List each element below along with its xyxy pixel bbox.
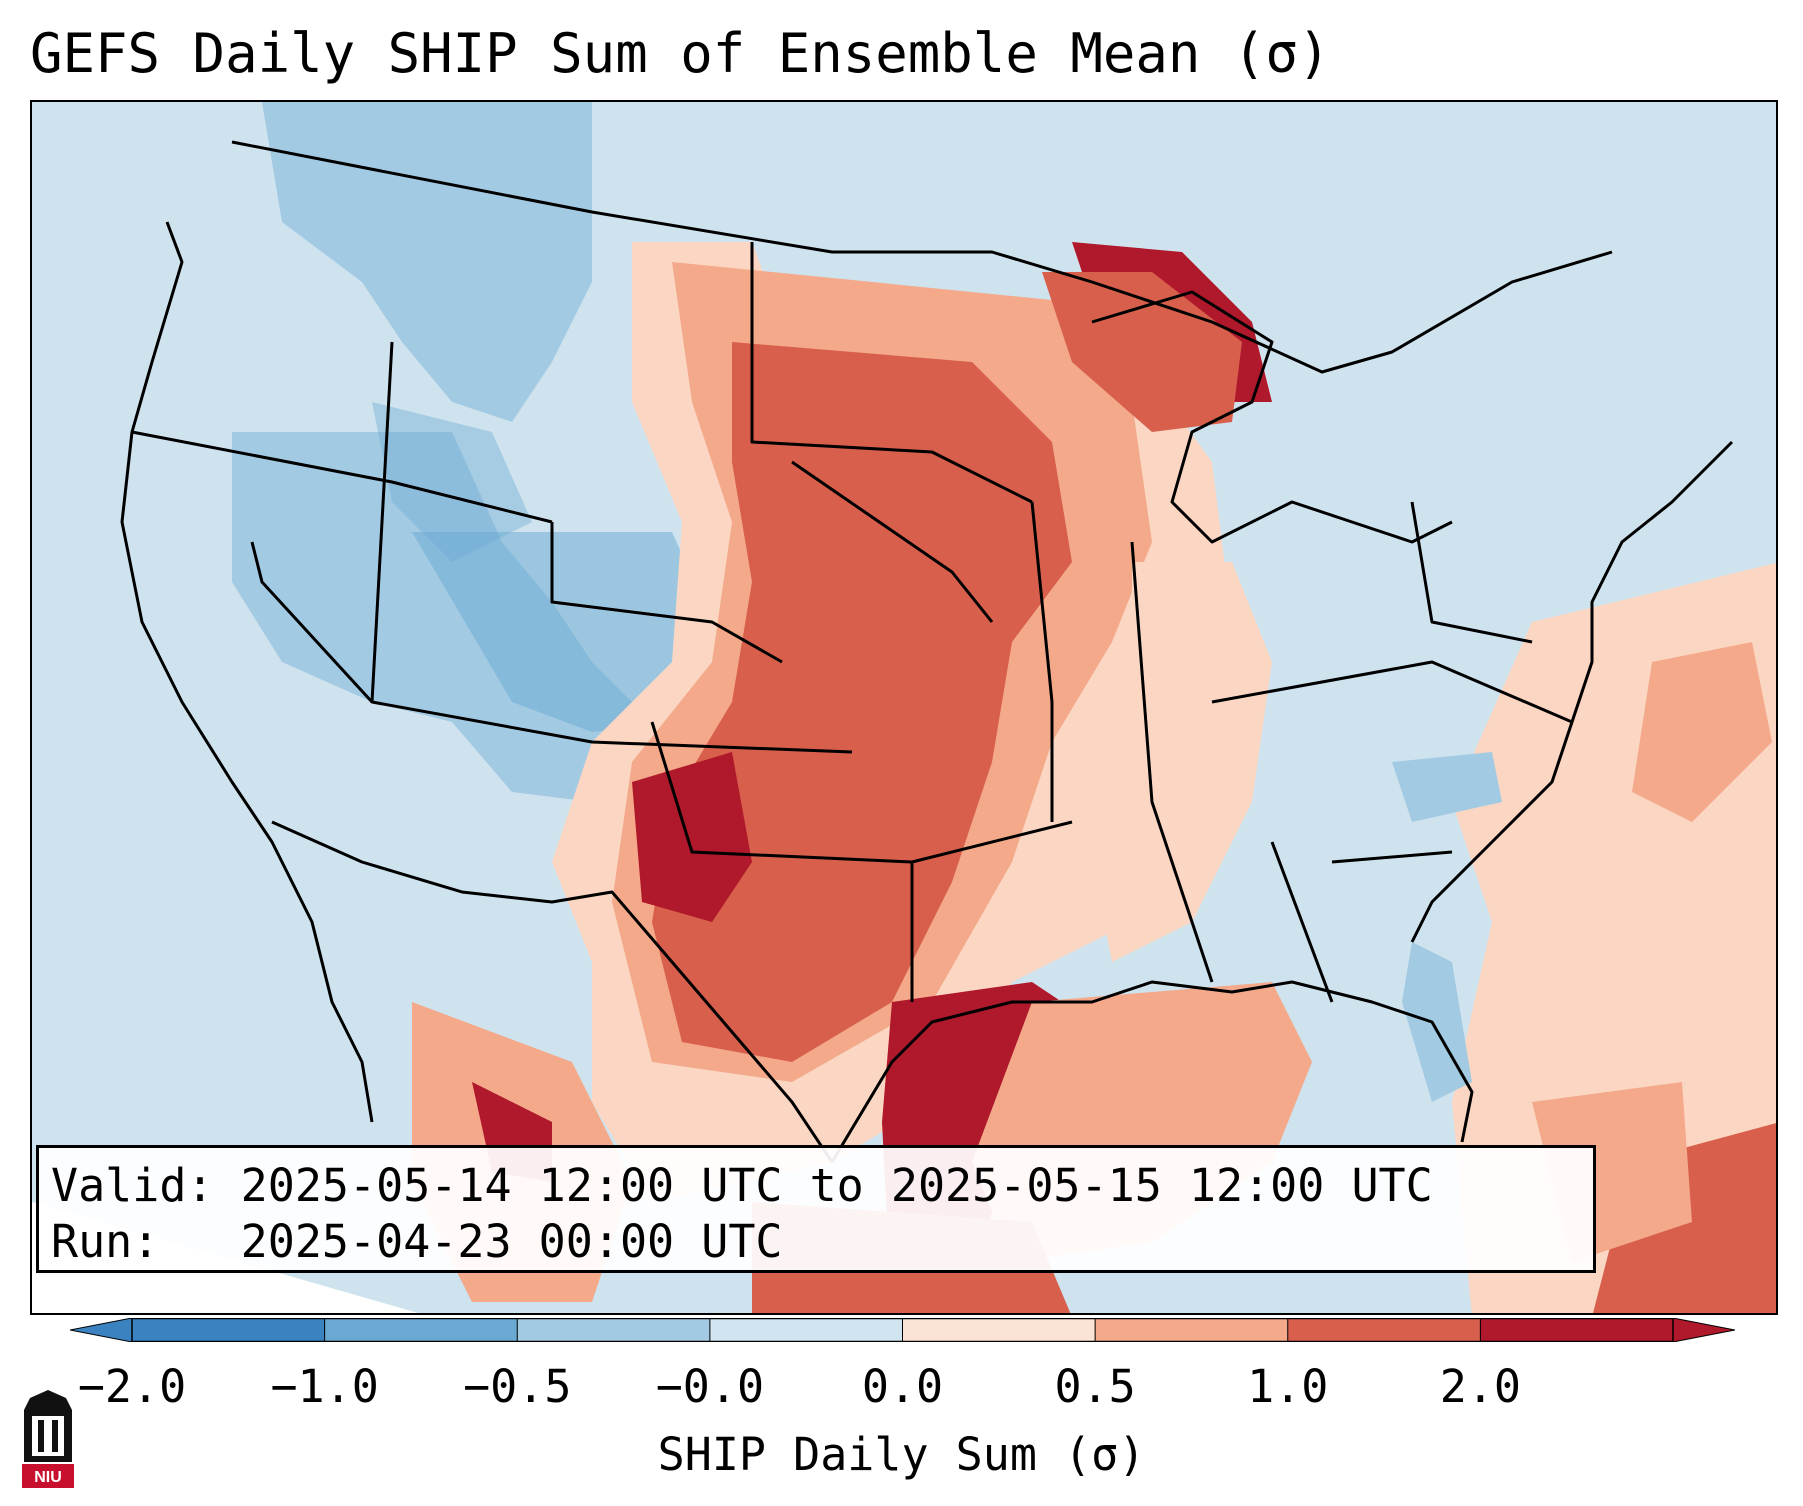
colorbar-segment: [709, 1318, 903, 1342]
valid-row: Valid: 2025-05-14 12:00 UTC to 2025-05-1…: [51, 1158, 1593, 1214]
state-line-4: [750, 242, 1033, 504]
colorbar-segment: [1480, 1318, 1674, 1342]
blue-region-utah-colorado: [412, 532, 712, 732]
red-region-plains: [652, 342, 1072, 1062]
niu-logo-icon: NIU: [22, 1390, 74, 1488]
validity-info-box: Valid: 2025-05-14 12:00 UTC to 2025-05-1…: [36, 1145, 1596, 1273]
colorbar-tick-label: −0.5: [463, 1360, 572, 1413]
colorbar-ticks: −2.0 −1.0 −0.5 −0.0 0.0 0.5 1.0 2.0: [0, 1360, 1803, 1420]
west-coast-line: [120, 221, 374, 1123]
blue-region-florida: [1402, 942, 1472, 1102]
atlantic-coast-line: [1410, 440, 1734, 943]
map-canvas: [32, 102, 1776, 1313]
colorbar-tick-label: 0.0: [861, 1360, 944, 1413]
colorbar-segment: [1287, 1318, 1481, 1342]
colorbar-label: SHIP Daily Sum (σ): [657, 1428, 1146, 1481]
run-row: Run: 2025-04-23 00:00 UTC: [51, 1214, 1593, 1270]
colorbar-extend-low: [69, 1317, 133, 1343]
colorbar-segment: [517, 1318, 711, 1342]
colorbar-tick-label: −1.0: [270, 1360, 379, 1413]
svg-text:NIU: NIU: [34, 1469, 62, 1486]
state-line-7: [1130, 541, 1214, 983]
colorbar-tick-label: 2.0: [1439, 1360, 1522, 1413]
colorbar-tick-label: 1.0: [1247, 1360, 1329, 1413]
colorbar-tick-label: −0.0: [655, 1360, 765, 1413]
great-lakes-outline: [1091, 290, 1453, 544]
colorbar-tick-label: 0.5: [1054, 1360, 1136, 1413]
valid-label: Valid:: [51, 1159, 214, 1212]
blue-region-northwest: [262, 102, 592, 422]
colorbar-segment: [1095, 1318, 1289, 1342]
lightred-region-southeast: [1092, 562, 1272, 962]
map-title: GEFS Daily SHIP Sum of Ensemble Mean (σ): [30, 22, 1331, 85]
colorbar: [69, 1317, 1736, 1343]
colorbar-segment: [324, 1318, 518, 1342]
colorbar-segment: [902, 1318, 1096, 1342]
state-line-6: [1030, 501, 1054, 822]
colorbar-tick-label: −2.0: [77, 1360, 187, 1413]
state-line-2: [370, 341, 853, 754]
state-line-3: [550, 522, 783, 664]
state-line-9: [1270, 841, 1334, 1003]
us-canada-border: [231, 140, 1613, 374]
midred-region-atlantic: [1632, 642, 1772, 822]
shading-layer: [32, 102, 1776, 1313]
state-line-10: [1331, 850, 1453, 864]
state-line-14: [1410, 501, 1533, 644]
valid-value: 2025-05-14 12:00 UTC to 2025-05-15 12:00…: [240, 1159, 1433, 1212]
darkred-region-new-mexico: [632, 752, 752, 922]
red-region-midwest: [1042, 272, 1242, 432]
blue-region-northwest-inland: [372, 402, 532, 562]
state-line-13: [250, 541, 374, 704]
colorbar-extend-high: [1672, 1317, 1736, 1343]
mexico-border: [271, 820, 834, 1163]
state-line-1: [131, 430, 553, 524]
borders-layer: [120, 140, 1734, 1163]
colorbar-segment: [132, 1318, 326, 1342]
map-panel: [30, 100, 1778, 1315]
colorbar-svg: [69, 1317, 1736, 1343]
run-label: Run:: [51, 1215, 160, 1268]
run-value: 2025-04-23 00:00 UTC: [240, 1215, 783, 1268]
state-line-8: [1211, 660, 1573, 724]
gulf-coast-line: [830, 980, 1474, 1163]
blue-region-carolinas: [1392, 752, 1502, 822]
state-line-12: [791, 460, 994, 623]
state-line-5: [650, 721, 1073, 864]
